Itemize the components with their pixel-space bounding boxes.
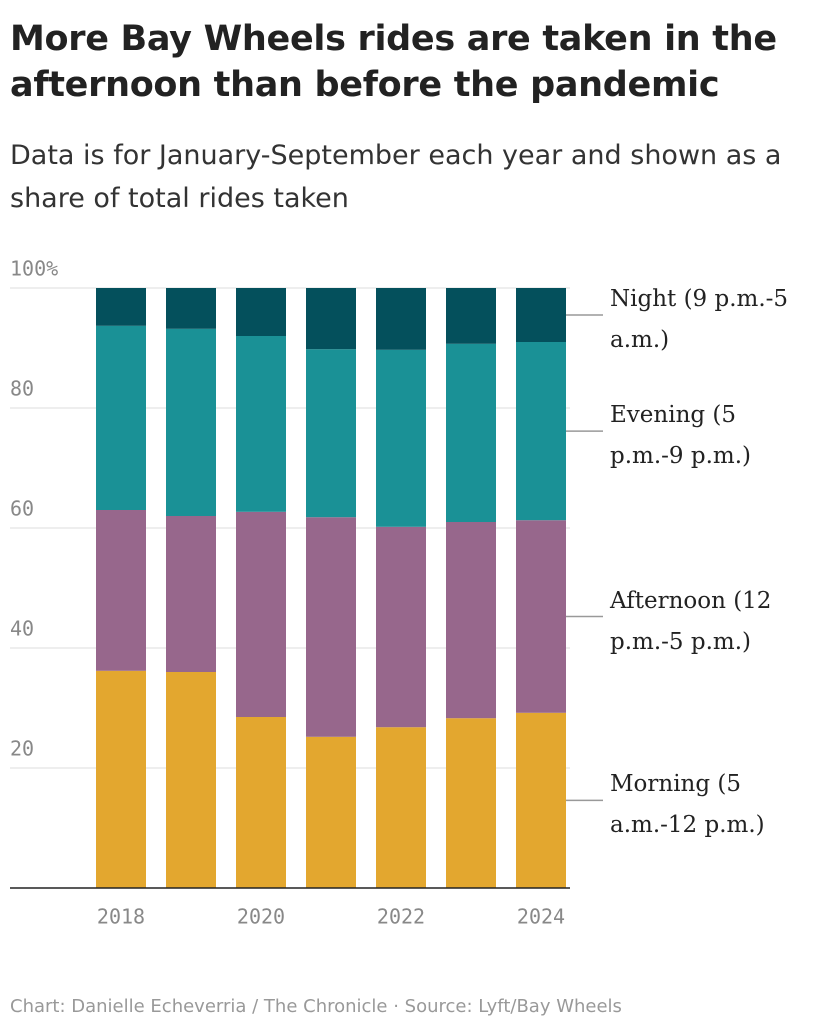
- bar-segment: [376, 349, 426, 527]
- source-note: Chart: Danielle Echeverria / The Chronic…: [10, 996, 622, 1017]
- legend-label: Night (9 p.m.-5 a.m.): [610, 286, 789, 353]
- y-tick-label: 60: [10, 497, 34, 521]
- x-tick-label: 2020: [237, 905, 285, 929]
- bar-segment: [306, 736, 356, 888]
- bar-segment: [166, 328, 216, 516]
- bar-segment: [516, 342, 566, 521]
- bar-segment: [236, 336, 286, 512]
- bar-segment: [446, 718, 496, 888]
- bar-segment: [516, 288, 566, 342]
- bar-segment: [236, 288, 286, 336]
- bar-segment: [306, 517, 356, 737]
- legend-label: Evening (5 p.m.-9 p.m.): [610, 402, 751, 470]
- bar-segment: [96, 325, 146, 510]
- bar-segment: [376, 727, 426, 888]
- chart-title: More Bay Wheels rides are taken in the a…: [10, 19, 777, 105]
- bar-segment: [166, 672, 216, 888]
- bar-segment: [306, 288, 356, 350]
- y-tick-label: 100%: [10, 257, 58, 281]
- y-tick-label: 80: [10, 377, 34, 401]
- bar-segment: [236, 717, 286, 888]
- bar-segment: [96, 510, 146, 671]
- y-tick-label: 40: [10, 617, 34, 641]
- bar-segment: [446, 288, 496, 344]
- bar-segment: [166, 516, 216, 672]
- y-tick-label: 20: [10, 737, 34, 761]
- bar-segment: [96, 288, 146, 326]
- legend-label: Morning (5 a.m.-12 p.m.): [610, 771, 765, 839]
- bar-segment: [516, 712, 566, 888]
- bar-segment: [166, 288, 216, 329]
- x-tick-label: 2022: [377, 905, 425, 929]
- bar-segment: [516, 520, 566, 713]
- bar-segment: [376, 288, 426, 350]
- bar-segment: [446, 522, 496, 719]
- x-tick-label: 2024: [517, 905, 565, 929]
- bar-segment: [446, 343, 496, 522]
- bar-segment: [96, 670, 146, 888]
- bar-segment: [376, 526, 426, 728]
- legend-label: Afternoon (12 p.m.-5 p.m.): [610, 587, 772, 655]
- bar-segment: [306, 349, 356, 518]
- x-tick-label: 2018: [97, 905, 145, 929]
- chart-subtitle: Data is for January-September each year …: [10, 140, 782, 214]
- bar-segment: [236, 511, 286, 717]
